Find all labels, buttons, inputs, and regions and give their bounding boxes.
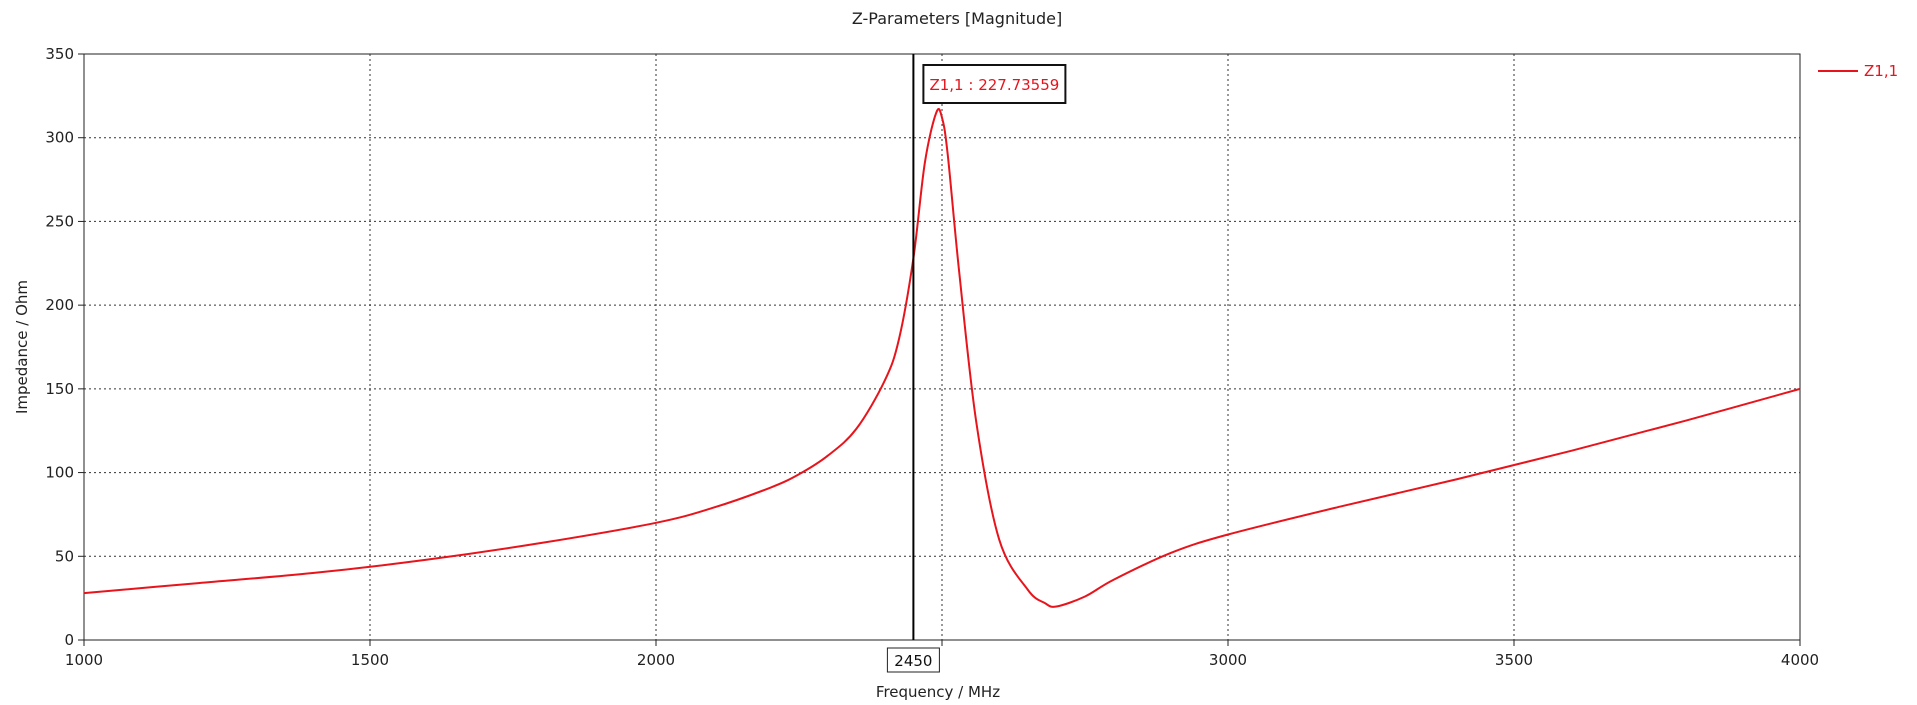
x-tick-label: 1000 <box>65 651 103 669</box>
cursor-value-box <box>886 647 940 673</box>
cursor-layer[interactable]: 2450 Z1,1 : 227.73559 <box>886 54 1067 673</box>
x-tick-label: 3000 <box>1209 651 1247 669</box>
marker-annotation-box <box>922 64 1067 104</box>
y-axis-label: Impedance / Ohm <box>13 280 31 414</box>
grid-lines <box>84 54 1800 640</box>
y-tick-label: 0 <box>64 631 74 649</box>
x-tick-label: 3500 <box>1495 651 1533 669</box>
legend-label-z11: Z1,1 <box>1864 62 1898 80</box>
x-tick-label: 1500 <box>351 651 389 669</box>
x-tick-label: 2000 <box>637 651 675 669</box>
y-tick-label: 350 <box>45 45 74 63</box>
y-tick-label: 250 <box>45 212 74 230</box>
x-axis-label: Frequency / MHz <box>876 683 1000 701</box>
plot-frame <box>83 53 1801 641</box>
y-tick-label: 300 <box>45 129 74 147</box>
y-tick-label: 200 <box>45 296 74 314</box>
chart-title: Z-Parameters [Magnitude] <box>852 9 1062 28</box>
cursor-value-label: 2450 <box>894 652 932 670</box>
y-tick-label: 100 <box>45 464 74 482</box>
marker-annotation-text: Z1,1 : 227.73559 <box>929 76 1059 94</box>
x-tick-label: 4000 <box>1781 651 1819 669</box>
y-tick-label: 50 <box>55 547 74 565</box>
legend: Z1,1 <box>1818 62 1898 80</box>
series-layer <box>83 108 1801 608</box>
axis-ticks: 1000 1500 2000 3000 3500 4000 0 50 100 150 200 250 3… <box>45 45 1819 669</box>
series-line-z11 <box>83 108 1801 608</box>
y-tick-label: 150 <box>45 380 74 398</box>
